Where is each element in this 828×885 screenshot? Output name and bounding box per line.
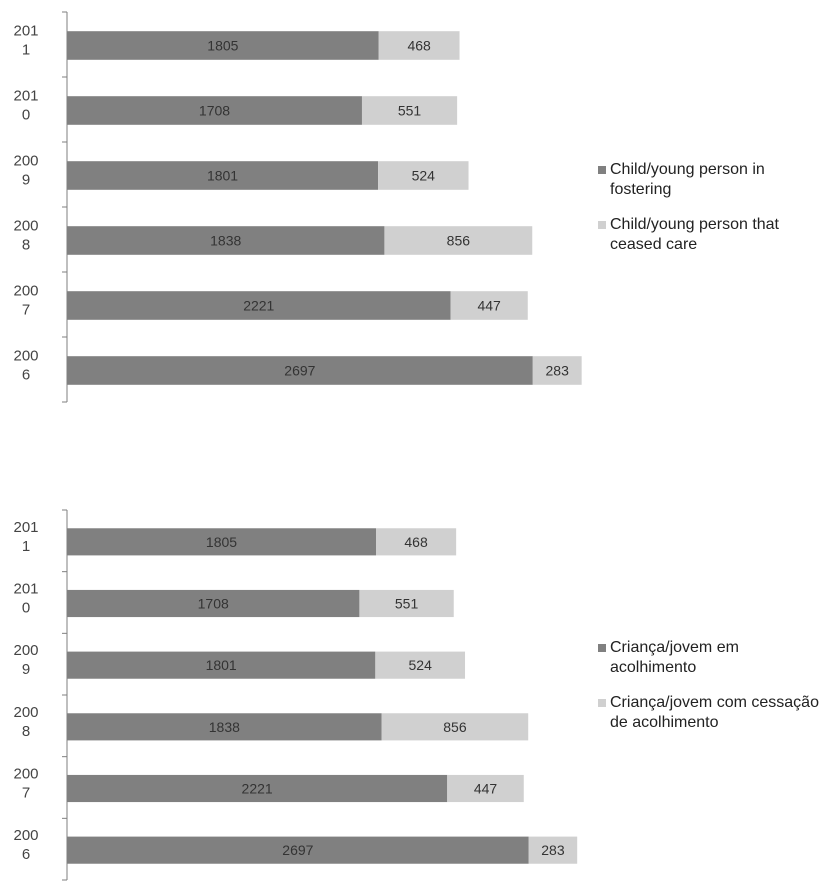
bar-data-label: 283 bbox=[546, 363, 570, 379]
bar-series1 bbox=[67, 356, 533, 385]
category-tick-label: 201 0 bbox=[13, 581, 38, 617]
category-tick-label-line: 200 bbox=[13, 766, 38, 783]
category-tick-label-line: 6 bbox=[22, 367, 30, 384]
bar-series2 bbox=[381, 713, 529, 741]
category-tick-label-line: 9 bbox=[22, 172, 30, 189]
bar-series1 bbox=[67, 713, 382, 741]
bar-series1 bbox=[67, 96, 362, 125]
category-tick-label: 201 0 bbox=[13, 88, 38, 124]
category-tick-label: 200 8 bbox=[13, 218, 38, 254]
bar-series1 bbox=[67, 651, 376, 679]
bar-series2 bbox=[378, 161, 469, 190]
legend-chart-2: Criança/jovem em acolhimento Criança/jov… bbox=[598, 638, 826, 748]
bar-data-label: 1801 bbox=[206, 657, 237, 673]
category-tick-label-line: 200 bbox=[13, 827, 38, 844]
bar-series2 bbox=[447, 774, 524, 803]
category-tick-label-line: 0 bbox=[22, 600, 30, 617]
bar-data-label: 856 bbox=[447, 233, 471, 249]
bar-data-label: 1801 bbox=[207, 168, 238, 184]
legend-label-acolhimento: Criança/jovem em acolhimento bbox=[610, 639, 739, 676]
category-tick-label: 200 6 bbox=[13, 827, 38, 863]
category-tick-label: 200 6 bbox=[13, 348, 38, 384]
category-tick-label: 200 7 bbox=[13, 283, 38, 319]
category-tick-label: 200 9 bbox=[13, 153, 38, 189]
bar-series1 bbox=[67, 291, 451, 320]
bar-data-label: 1838 bbox=[210, 233, 241, 249]
legend-item-cessacao: Criança/jovem com cessação de acolhiment… bbox=[598, 693, 826, 733]
bar-data-label: 524 bbox=[409, 657, 433, 673]
category-tick-label: 201 1 bbox=[13, 519, 38, 555]
category-tick-label-line: 0 bbox=[22, 107, 30, 124]
bar-series1 bbox=[67, 226, 385, 255]
bar-series1 bbox=[67, 528, 377, 556]
legend-item-acolhimento: Criança/jovem em acolhimento bbox=[598, 638, 826, 678]
legend-swatch-series2-icon bbox=[598, 699, 606, 707]
bar-data-label: 447 bbox=[477, 298, 501, 314]
bar-data-label: 524 bbox=[412, 168, 436, 184]
category-tick-label-line: 8 bbox=[22, 723, 30, 740]
category-tick-label-line: 1 bbox=[22, 538, 30, 555]
bar-data-label: 551 bbox=[395, 596, 419, 612]
bar-series2 bbox=[376, 528, 457, 556]
bar-series2 bbox=[375, 651, 466, 679]
category-tick-label-line: 6 bbox=[22, 846, 30, 863]
category-tick-label-line: 200 bbox=[13, 283, 38, 300]
category-tick-label: 200 9 bbox=[13, 642, 38, 678]
bar-series2 bbox=[361, 96, 458, 125]
bar-series2 bbox=[359, 589, 454, 618]
category-tick-label-line: 201 bbox=[13, 88, 38, 105]
legend-swatch-series1-icon bbox=[598, 166, 606, 174]
category-tick-label: 200 7 bbox=[13, 766, 38, 802]
category-tick-label: 200 8 bbox=[13, 704, 38, 740]
category-tick-label-line: 201 bbox=[13, 581, 38, 598]
category-tick-label-line: 200 bbox=[13, 218, 38, 235]
bar-series1 bbox=[67, 589, 360, 618]
bar-data-label: 2697 bbox=[282, 842, 313, 858]
category-tick-label-line: 200 bbox=[13, 153, 38, 170]
bar-data-label: 551 bbox=[398, 103, 422, 119]
bar-series2 bbox=[450, 291, 528, 320]
bar-series1 bbox=[67, 161, 379, 190]
category-tick-label-line: 201 bbox=[13, 519, 38, 536]
bar-series2 bbox=[384, 226, 533, 255]
category-tick-label-line: 1 bbox=[22, 42, 30, 59]
legend-label-cessacao: Criança/jovem com cessação de acolhiment… bbox=[610, 694, 819, 731]
category-tick-label-line: 8 bbox=[22, 237, 30, 254]
bar-series1 bbox=[67, 774, 448, 803]
legend-item-fostering: Child/young person in fostering bbox=[598, 160, 826, 200]
legend-chart-1: Child/young person in fostering Child/yo… bbox=[598, 160, 826, 270]
category-tick-label-line: 9 bbox=[22, 661, 30, 678]
bar-data-label: 1805 bbox=[206, 534, 237, 550]
bar-data-label: 856 bbox=[443, 719, 467, 735]
bar-data-label: 2221 bbox=[242, 781, 273, 797]
bar-series2 bbox=[378, 31, 460, 60]
legend-swatch-series1-icon bbox=[598, 644, 606, 652]
bar-data-label: 1708 bbox=[199, 103, 230, 119]
legend-label-fostering: Child/young person in fostering bbox=[610, 161, 765, 198]
bar-series1 bbox=[67, 836, 529, 864]
bar-series1 bbox=[67, 31, 379, 60]
bar-data-label: 1805 bbox=[207, 38, 238, 54]
category-tick-label-line: 7 bbox=[22, 785, 30, 802]
legend-label-ceased-care: Child/young person that ceased care bbox=[610, 216, 779, 253]
bar-data-label: 447 bbox=[474, 781, 498, 797]
bar-data-label: 283 bbox=[541, 842, 565, 858]
category-tick-label-line: 200 bbox=[13, 642, 38, 659]
bar-data-label: 2697 bbox=[284, 363, 315, 379]
legend-item-ceased-care: Child/young person that ceased care bbox=[598, 215, 826, 255]
bar-data-label: 1838 bbox=[209, 719, 240, 735]
bar-data-label: 468 bbox=[407, 38, 431, 54]
bar-series2 bbox=[528, 836, 578, 864]
bar-series2 bbox=[532, 356, 582, 385]
category-tick-label-line: 200 bbox=[13, 704, 38, 721]
legend-swatch-series2-icon bbox=[598, 221, 606, 229]
bar-data-label: 468 bbox=[404, 534, 428, 550]
bar-data-label: 2221 bbox=[243, 298, 274, 314]
category-tick-label-line: 201 bbox=[13, 23, 38, 40]
bar-data-label: 1708 bbox=[198, 596, 229, 612]
category-tick-label: 201 1 bbox=[13, 23, 38, 59]
category-tick-label-line: 200 bbox=[13, 348, 38, 365]
category-tick-label-line: 7 bbox=[22, 302, 30, 319]
